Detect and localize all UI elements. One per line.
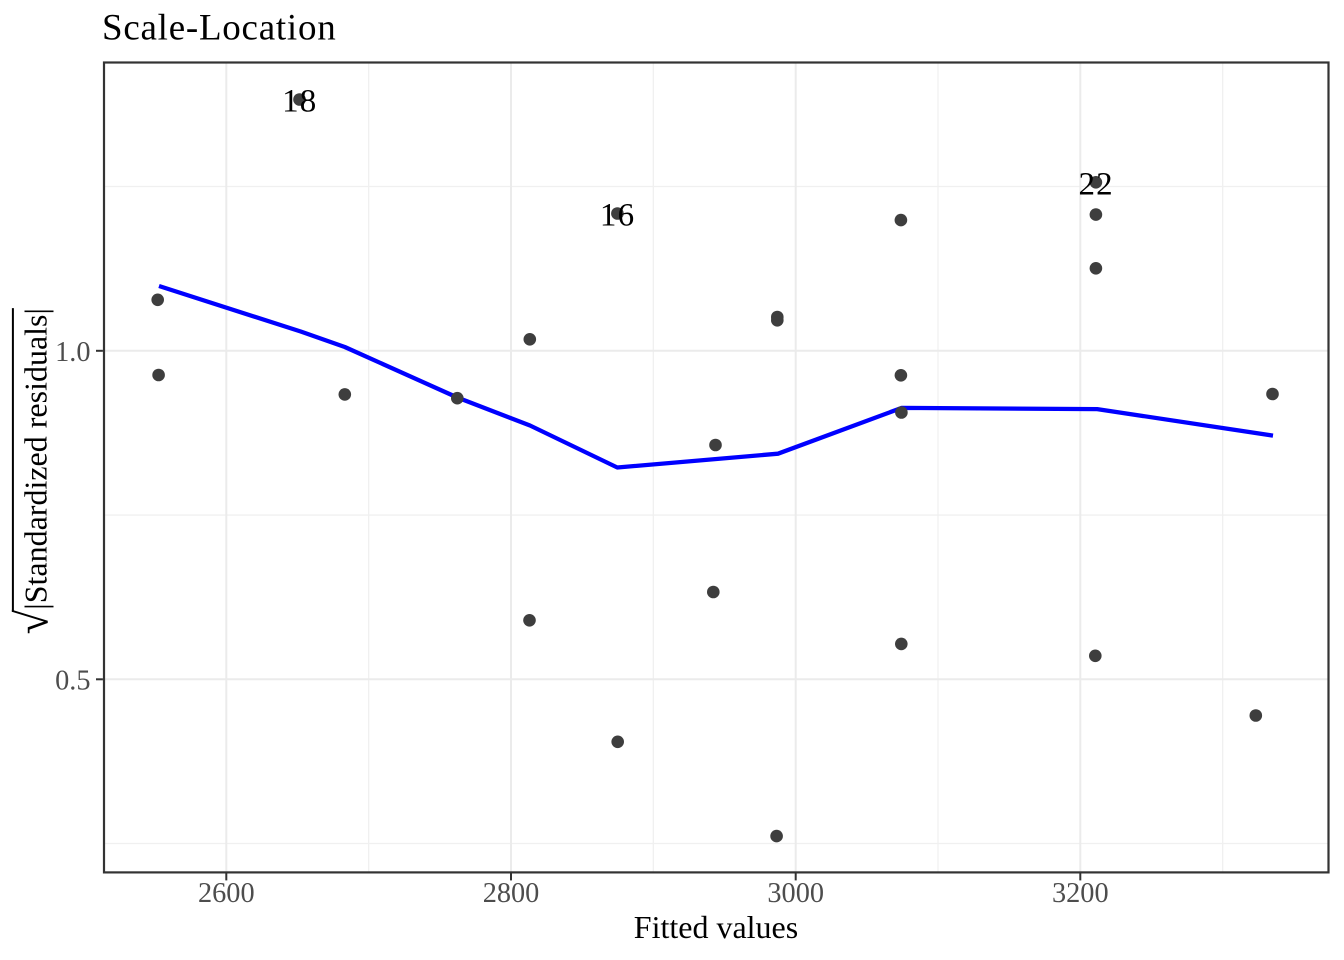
svg-text:16: 16	[600, 198, 635, 234]
svg-text:1.0: 1.0	[55, 337, 90, 368]
svg-text:Scale-Location: Scale-Location	[102, 8, 336, 49]
svg-text:2800: 2800	[483, 878, 540, 909]
svg-text:3000: 3000	[767, 878, 824, 909]
svg-text:22: 22	[1078, 167, 1113, 203]
svg-text:0.5: 0.5	[55, 665, 90, 696]
svg-text:|Standardized residuals|: |Standardized residuals|	[18, 308, 54, 610]
svg-text:2600: 2600	[198, 878, 255, 909]
svg-text:18: 18	[282, 84, 317, 120]
svg-text:3200: 3200	[1052, 878, 1109, 909]
svg-text:√: √	[8, 609, 58, 634]
svg-text:Fitted values: Fitted values	[634, 909, 798, 945]
